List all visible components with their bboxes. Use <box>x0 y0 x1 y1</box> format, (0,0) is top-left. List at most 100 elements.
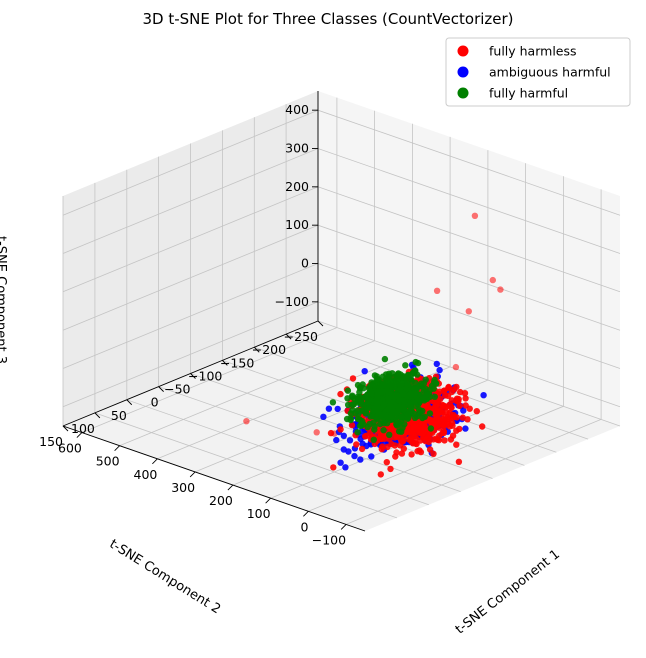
y-tick-label: −100 <box>188 368 222 383</box>
x-tick-label-mark <box>76 432 83 438</box>
point-fully-harmless <box>353 441 360 448</box>
point-fully-harmful <box>386 431 393 438</box>
point-fully-harmless <box>489 276 496 284</box>
z-tick-label: 400 <box>285 102 309 117</box>
point-fully-harmful <box>365 396 372 403</box>
point-fully-harmful <box>349 392 356 399</box>
plot-points <box>243 212 504 478</box>
point-fully-harmless <box>455 398 462 405</box>
z-tick-label: −100 <box>275 294 309 309</box>
z-tick-label: 0 <box>301 256 309 271</box>
x-tick-label: −100 <box>312 532 346 547</box>
point-fully-harmful <box>431 393 438 400</box>
point-ambiguous-harmful <box>433 360 440 368</box>
y-tick-label: 0 <box>151 395 159 410</box>
point-fully-harmful <box>427 425 435 432</box>
point-fully-harmless <box>327 429 335 437</box>
y-tick-label: −50 <box>164 382 190 397</box>
point-ambiguous-harmful <box>337 459 344 466</box>
point-fully-harmful <box>400 406 408 413</box>
point-fully-harmless <box>425 435 432 442</box>
point-ambiguous-harmful <box>325 405 333 412</box>
point-fully-harmful <box>397 380 405 388</box>
x-tick-label: 0 <box>300 519 308 534</box>
point-fully-harmless <box>358 445 366 453</box>
x-tick-label: 500 <box>96 454 120 469</box>
point-fully-harmful <box>417 391 424 398</box>
point-ambiguous-harmful <box>345 448 352 455</box>
point-fully-harmful <box>396 403 403 410</box>
point-fully-harmless <box>383 459 390 466</box>
point-fully-harmless <box>399 438 406 445</box>
point-fully-harmful <box>404 393 411 400</box>
point-ambiguous-harmful <box>368 453 375 460</box>
point-fully-harmful <box>418 380 425 387</box>
x-axis-line <box>62 425 366 532</box>
point-fully-harmless <box>416 447 423 454</box>
point-fully-harmful <box>354 393 361 401</box>
point-fully-harmless <box>464 416 471 423</box>
point-ambiguous-harmful <box>357 456 364 463</box>
x-tick-label-mark <box>303 510 309 517</box>
point-fully-harmless <box>448 404 455 411</box>
y-tick-label: −250 <box>284 329 318 344</box>
y-axis-label: t-SNE Component 2 <box>107 537 223 618</box>
y-tick-label: 100 <box>71 421 95 436</box>
y-tick-label-mark <box>94 412 101 419</box>
point-fully-harmless <box>391 442 399 449</box>
x-axis-label: t-SNE Component 1 <box>453 547 563 638</box>
point-fully-harmless <box>408 428 416 436</box>
point-fully-harmless <box>446 423 453 430</box>
point-fully-harmless <box>387 465 394 473</box>
point-fully-harmless <box>412 435 420 442</box>
point-fully-harmful <box>383 383 390 390</box>
point-fully-harmful <box>404 380 411 388</box>
legend-marker-fully-harmful <box>457 87 469 99</box>
point-fully-harmful <box>385 374 392 381</box>
point-fully-harmful <box>381 355 389 363</box>
point-fully-harmful <box>370 419 377 426</box>
point-fully-harmless <box>461 390 469 397</box>
point-fully-harmless <box>479 423 486 430</box>
point-fully-harmful <box>347 416 354 424</box>
point-fully-harmful <box>349 401 356 408</box>
point-fully-harmful <box>384 406 392 413</box>
point-fully-harmless <box>337 426 344 433</box>
point-fully-harmless <box>337 390 344 398</box>
point-fully-harmless <box>420 421 427 428</box>
x-tick-label: 100 <box>247 506 271 521</box>
x-tick-label-mark <box>340 524 347 530</box>
point-fully-harmful <box>370 407 377 415</box>
y-tick-label-mark <box>317 320 324 327</box>
point-fully-harmless <box>471 212 479 219</box>
legend-label-ambiguous-harmful: ambiguous harmful <box>489 65 611 80</box>
x-tick-label: 300 <box>171 480 195 495</box>
point-fully-harmful <box>388 392 395 399</box>
point-fully-harmless <box>457 388 464 396</box>
point-fully-harmless <box>408 451 415 458</box>
x-tick-label-mark <box>189 471 196 478</box>
x-tick-label: 400 <box>134 467 158 482</box>
point-fully-harmless <box>313 429 320 436</box>
point-fully-harmful <box>372 383 379 390</box>
y-tick-label: 50 <box>111 408 127 423</box>
point-fully-harmful <box>367 388 375 396</box>
x-tick-label-mark <box>152 458 158 465</box>
chart-title: 3D t-SNE Plot for Three Classes (CountVe… <box>142 10 513 28</box>
point-fully-harmless <box>441 437 448 444</box>
legend-label-fully-harmful: fully harmful <box>489 86 568 101</box>
point-fully-harmless <box>445 383 452 391</box>
point-fully-harmless <box>436 408 443 415</box>
y-tick-label-mark <box>253 346 260 353</box>
point-ambiguous-harmful <box>342 464 349 471</box>
y-tick-label-mark <box>190 373 196 379</box>
point-fully-harmful <box>407 376 415 383</box>
point-fully-harmful <box>379 417 386 424</box>
point-fully-harmful <box>426 386 434 394</box>
point-ambiguous-harmful <box>334 405 341 413</box>
point-fully-harmful <box>403 385 411 392</box>
point-ambiguous-harmful <box>436 366 443 374</box>
point-fully-harmless <box>444 392 452 399</box>
point-fully-harmless <box>392 453 399 460</box>
